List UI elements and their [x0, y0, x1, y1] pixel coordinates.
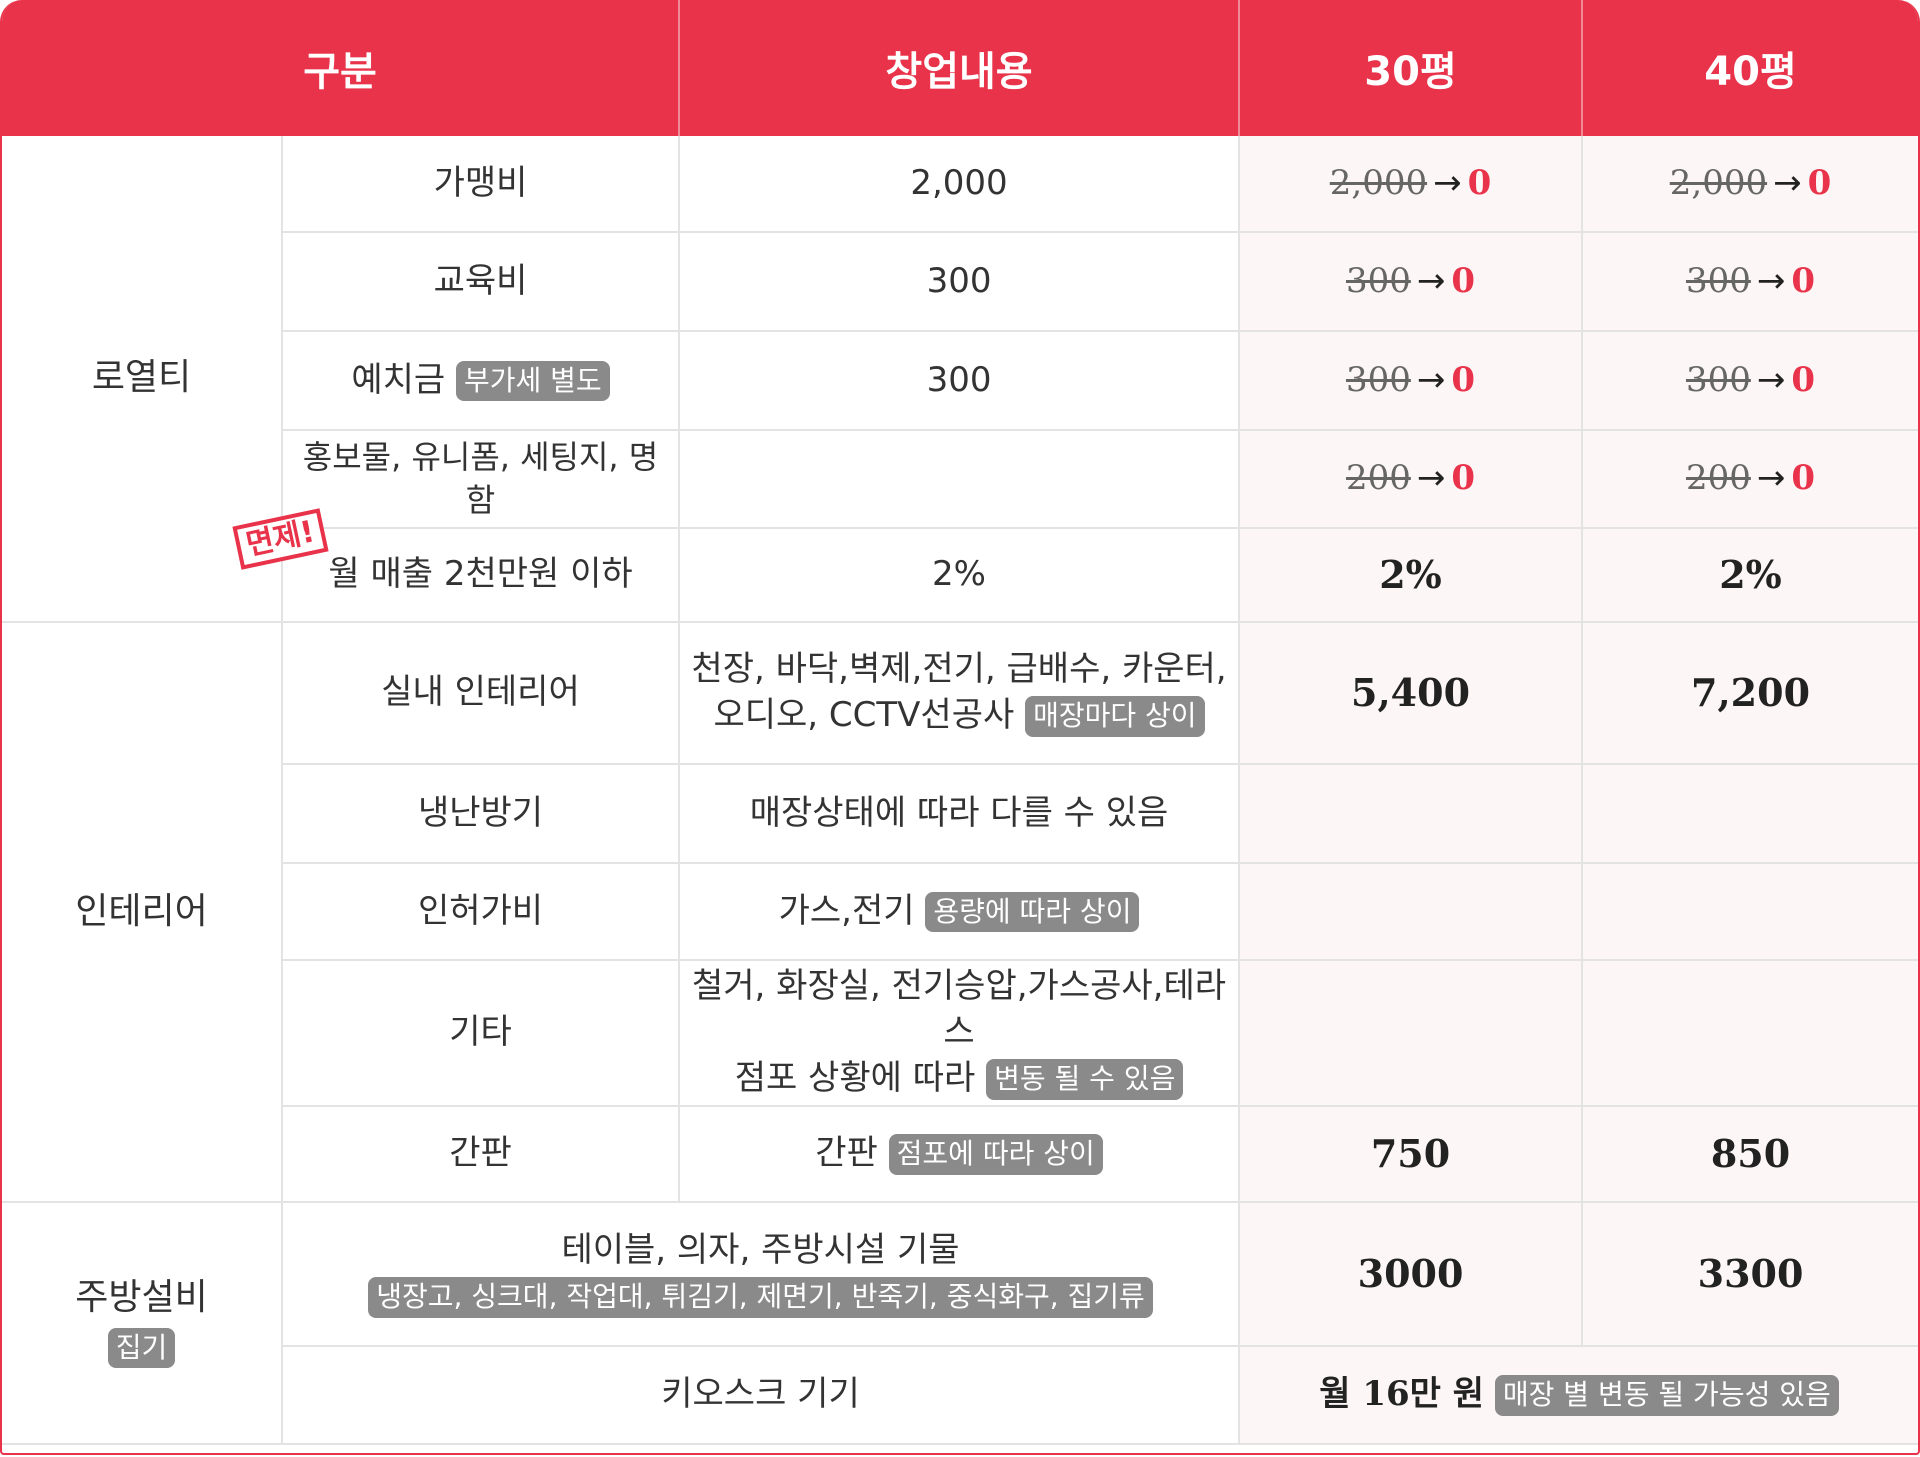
price-40: 850 — [1582, 1106, 1918, 1203]
table-row: 기타 철거, 화장실, 전기승압,가스공사,테라스 점포 상황에 따라 변동 될… — [2, 960, 1918, 1107]
item-label: 실내 인테리어 — [282, 622, 681, 765]
table-row: 냉난방기 매장상태에 따라 다를 수 있음 — [2, 764, 1918, 864]
price-40 — [1582, 764, 1918, 864]
price-30 — [1239, 960, 1584, 1107]
category-kitchen: 주방설비 집기 — [2, 1202, 283, 1445]
content-value: 매장상태에 따라 다를 수 있음 — [679, 764, 1241, 864]
header-content: 창업내용 — [679, 0, 1241, 136]
price-30 — [1239, 764, 1584, 864]
price-40 — [1582, 863, 1918, 961]
price-40: 300 → 0 — [1582, 331, 1918, 431]
price-30: 750 — [1239, 1106, 1584, 1203]
price-40: 3300 — [1582, 1202, 1918, 1347]
content-value: 간판 점포에 따라 상이 — [679, 1106, 1241, 1203]
price-40 — [1582, 960, 1918, 1107]
price-30: 200 → 0 — [1239, 430, 1584, 529]
table-row: 키오스크 기기 월 16만 원 매장 별 변동 될 가능성 있음 — [2, 1346, 1918, 1445]
category-interior: 인테리어 — [2, 622, 283, 1203]
content-value: 가스,전기 용량에 따라 상이 — [679, 863, 1241, 961]
table-row: 홍보물, 유니폼, 세팅지, 명함 200 → 0 200 → 0 — [2, 430, 1918, 529]
header-30pyeong: 30평 — [1239, 0, 1584, 136]
monthly-fee: 월 16만 원 매장 별 변동 될 가능성 있음 — [1239, 1346, 1918, 1445]
price-40: 200 → 0 — [1582, 430, 1918, 529]
table-row: 인테리어 실내 인테리어 천장, 바닥,벽제,전기, 급배수, 카운터, 오디오… — [2, 622, 1918, 1203]
price-30: 2,000 → 0 — [1239, 136, 1584, 233]
note-badge: 냉장고, 싱크대, 작업대, 튀김기, 제면기, 반죽기, 중식화구, 집기류 — [368, 1277, 1153, 1318]
header-row: 구분 창업내용 30평 40평 — [2, 0, 1918, 136]
item-label: 가맹비 — [282, 136, 681, 233]
content-value — [679, 430, 1241, 529]
content-value: 테이블, 의자, 주방시설 기물 냉장고, 싱크대, 작업대, 튀김기, 제면기… — [282, 1202, 1241, 1347]
item-label: 기타 — [282, 960, 681, 1107]
item-label: 홍보물, 유니폼, 세팅지, 명함 — [282, 430, 681, 529]
vat-badge: 부가세 별도 — [455, 360, 610, 402]
table-row: 간판 간판 점포에 따라 상이 750 850 — [2, 1106, 1918, 1203]
header-40pyeong: 40평 — [1582, 0, 1918, 136]
item-label: 예치금 부가세 별도 — [282, 331, 681, 431]
table-row: 월 매출 2천만원 이하 2% 2% 2% — [2, 528, 1918, 623]
note-badge: 용량에 따라 상이 — [925, 891, 1140, 933]
price-30: 300 → 0 — [1239, 331, 1584, 431]
table-row: 주방설비 집기 테이블, 의자, 주방시설 기물 냉장고, 싱크대, 작업대, … — [2, 1202, 1918, 1445]
content-value: 300 — [679, 331, 1241, 431]
content-value: 300 — [679, 232, 1241, 332]
price-40: 2% — [1582, 528, 1918, 623]
price-30: 3000 — [1239, 1202, 1584, 1347]
content-value: 2% — [679, 528, 1241, 623]
table-row: 교육비 300 300 → 0 300 → 0 — [2, 232, 1918, 332]
table-row: 예치금 부가세 별도 300 300 → 0 300 → 0 — [2, 331, 1918, 431]
item-label: 인허가비 — [282, 863, 681, 961]
equipment-badge: 집기 — [107, 1327, 176, 1369]
price-30 — [1239, 863, 1584, 961]
item-label: 월 매출 2천만원 이하 — [282, 528, 681, 623]
table-row: 로열티 가맹비 2,000 2,000 → 0 2,000 → 0 — [2, 136, 1918, 623]
price-30: 5,400 — [1239, 622, 1584, 765]
header-category: 구분 — [2, 0, 681, 136]
price-30: 2% — [1239, 528, 1584, 623]
table-row: 인허가비 가스,전기 용량에 따라 상이 — [2, 863, 1918, 961]
content-value: 2,000 — [679, 136, 1241, 233]
item-label: 냉난방기 — [282, 764, 681, 864]
note-badge: 매장 별 변동 될 가능성 있음 — [1494, 1375, 1839, 1416]
price-40: 300 → 0 — [1582, 232, 1918, 332]
content-value: 키오스크 기기 — [282, 1346, 1241, 1445]
item-label: 교육비 — [282, 232, 681, 332]
item-label: 간판 — [282, 1106, 681, 1203]
note-badge: 점포에 따라 상이 — [888, 1134, 1103, 1175]
price-40: 7,200 — [1582, 622, 1918, 765]
content-value: 철거, 화장실, 전기승압,가스공사,테라스 점포 상황에 따라 변동 될 수 … — [679, 960, 1241, 1107]
note-badge: 매장마다 상이 — [1025, 696, 1205, 737]
content-value: 천장, 바닥,벽제,전기, 급배수, 카운터, 오디오, CCTV선공사 매장마… — [679, 622, 1241, 765]
price-40: 2,000 → 0 — [1582, 136, 1918, 233]
price-30: 300 → 0 — [1239, 232, 1584, 332]
note-badge: 변동 될 수 있음 — [986, 1059, 1184, 1100]
